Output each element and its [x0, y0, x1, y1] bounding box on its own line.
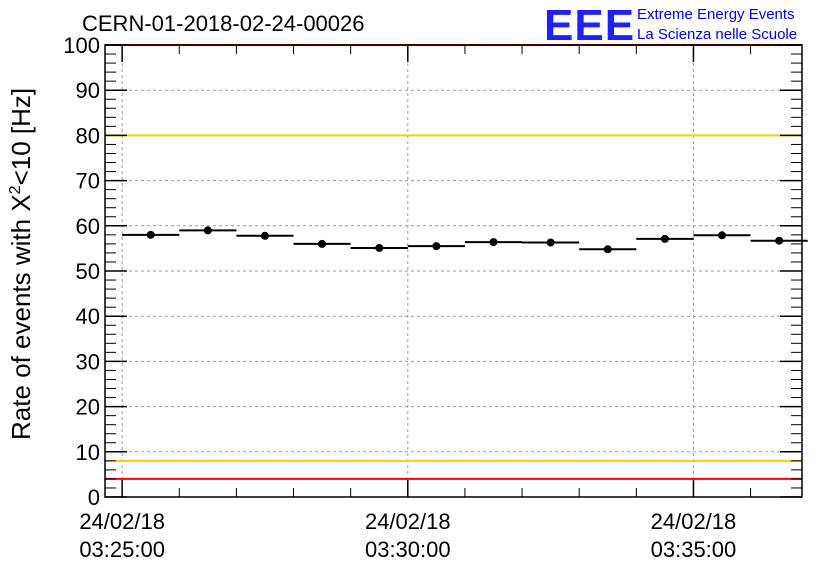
data-point — [661, 235, 669, 243]
data-point — [204, 226, 212, 234]
eee-logo-mark: EEE — [544, 1, 635, 50]
x-tick-label-time: 03:25:00 — [79, 537, 165, 562]
eee-logo: EEE Extreme Energy Events La Scienza nel… — [544, 1, 797, 50]
y-tick-label: 50 — [76, 259, 100, 284]
data-point — [547, 239, 555, 247]
y-axis-label: Rate of events with X2<10 [Hz] — [6, 88, 36, 440]
y-tick-label: 60 — [76, 214, 100, 239]
y-tick-label: 80 — [76, 123, 100, 148]
y-tick-label: 40 — [76, 304, 100, 329]
data-point — [261, 232, 269, 240]
y-tick-label: 0 — [88, 485, 100, 510]
eee-logo-line2: La Scienza nelle Scuole — [637, 26, 797, 43]
y-tick-label: 10 — [76, 440, 100, 465]
y-tick-label: 30 — [76, 349, 100, 374]
x-tick-label-time: 03:30:00 — [365, 537, 451, 562]
data-point — [604, 245, 612, 253]
x-tick-label-time: 03:35:00 — [651, 537, 737, 562]
data-point — [375, 244, 383, 252]
grid — [105, 45, 802, 497]
run-title: CERN-01-2018-02-24-00026 — [82, 11, 365, 36]
y-tick-label: 20 — [76, 395, 100, 420]
y-tick-label: 100 — [63, 33, 100, 58]
x-tick-labels: 24/02/18 03:25:00 24/02/18 03:30:00 24/02/18… — [79, 509, 736, 562]
x-tick-label-date: 24/02/18 — [365, 509, 451, 534]
y-axis-label-prefix: Rate of events with X — [6, 194, 36, 440]
data-point — [318, 240, 326, 248]
y-tick-label: 90 — [76, 78, 100, 103]
y-axis-label-sup: 2 — [7, 185, 24, 194]
x-tick-label-date: 24/02/18 — [79, 509, 165, 534]
data-series — [122, 226, 808, 253]
x-tick-label-date: 24/02/18 — [651, 509, 737, 534]
data-point — [147, 231, 155, 239]
data-point — [718, 231, 726, 239]
eee-logo-line1: Extreme Energy Events — [637, 6, 795, 23]
data-point — [432, 242, 440, 250]
y-tick-label: 70 — [76, 169, 100, 194]
data-point — [775, 237, 783, 245]
y-tick-labels: 0 10 20 30 40 50 60 70 80 90 100 — [63, 33, 100, 510]
data-point — [489, 238, 497, 246]
y-axis-label-suffix: <10 [Hz] — [6, 88, 36, 186]
reference-lines — [105, 45, 802, 479]
